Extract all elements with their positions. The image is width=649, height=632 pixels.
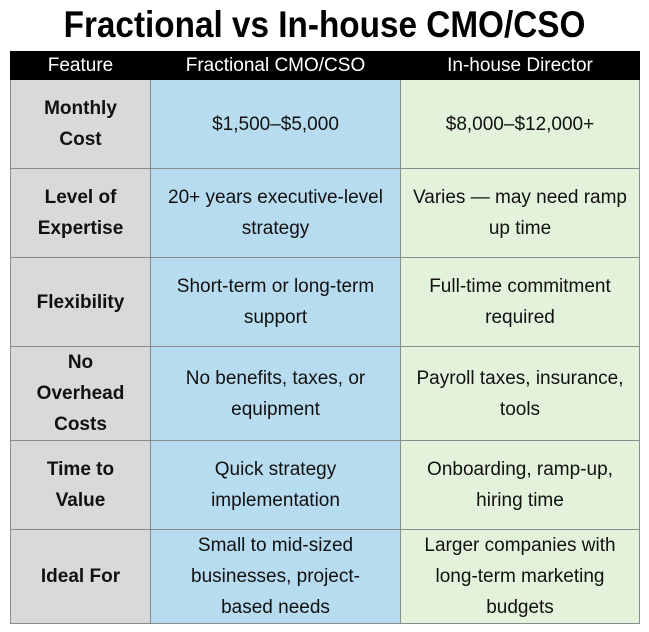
fractional-text: 20+ years executive-level strategy <box>168 187 383 239</box>
inhouse-cell: Full-time commitment required <box>400 257 640 347</box>
header-inhouse: In-house Director <box>400 51 640 80</box>
table-row: Level of Expertise 20+ years executive-l… <box>10 168 640 258</box>
fractional-text: Quick strategy implementation <box>211 459 340 511</box>
fractional-cell: Quick strategy implementation <box>150 440 401 530</box>
table-row: Time to Value Quick strategy implementat… <box>10 440 640 530</box>
feature-label: No Overhead Costs <box>36 352 125 435</box>
table-row: Ideal For Small to mid-sized businesses,… <box>10 529 640 624</box>
feature-cell: Level of Expertise <box>10 168 151 258</box>
inhouse-text: Payroll taxes, insurance, tools <box>416 367 624 420</box>
header-feature: Feature <box>10 51 151 80</box>
fractional-text: Short-term or long-term support <box>176 276 375 328</box>
fractional-text: No benefits, taxes, or equipment <box>185 367 366 420</box>
fractional-cell: Short-term or long-term support <box>150 257 401 347</box>
header-fractional: Fractional CMO/CSO <box>150 51 401 80</box>
feature-cell: Ideal For <box>10 529 151 624</box>
inhouse-text: Varies — may need ramp up time <box>412 187 627 239</box>
inhouse-cell: Larger companies with long-term marketin… <box>400 529 640 624</box>
header-row: Feature Fractional CMO/CSO In-house Dire… <box>10 51 640 80</box>
inhouse-text: Onboarding, ramp-up, hiring time <box>427 459 613 511</box>
fractional-cell: 20+ years executive-level strategy <box>150 168 401 258</box>
table-row: Monthly Cost $1,500–$5,000 $8,000–$12,00… <box>10 79 640 169</box>
comparison-table: Feature Fractional CMO/CSO In-house Dire… <box>10 51 640 624</box>
feature-cell: Time to Value <box>10 440 151 530</box>
feature-cell: Flexibility <box>10 257 151 347</box>
inhouse-cell: Payroll taxes, insurance, tools <box>400 346 640 441</box>
inhouse-cell: Onboarding, ramp-up, hiring time <box>400 440 640 530</box>
inhouse-cell: $8,000–$12,000+ <box>400 79 640 169</box>
feature-label: Time to Value <box>46 459 115 511</box>
table-row: No Overhead Costs No benefits, taxes, or… <box>10 346 640 441</box>
inhouse-cell: Varies — may need ramp up time <box>400 168 640 258</box>
table-row: Flexibility Short-term or long-term supp… <box>10 257 640 347</box>
fractional-cell: Small to mid-sized businesses, project-b… <box>150 529 401 624</box>
fractional-text: Small to mid-sized businesses, project-b… <box>191 535 360 618</box>
feature-label: Monthly Cost <box>44 98 117 150</box>
feature-cell: No Overhead Costs <box>10 346 151 441</box>
fractional-cell: No benefits, taxes, or equipment <box>150 346 401 441</box>
fractional-cell: $1,500–$5,000 <box>150 79 401 169</box>
inhouse-text: Full-time commitment required <box>429 276 611 328</box>
feature-cell: Monthly Cost <box>10 79 151 169</box>
page-title: Fractional vs In-house CMO/CSO <box>63 4 586 45</box>
feature-label: Level of Expertise <box>37 187 124 239</box>
inhouse-text: Larger companies with long-term marketin… <box>424 535 616 618</box>
